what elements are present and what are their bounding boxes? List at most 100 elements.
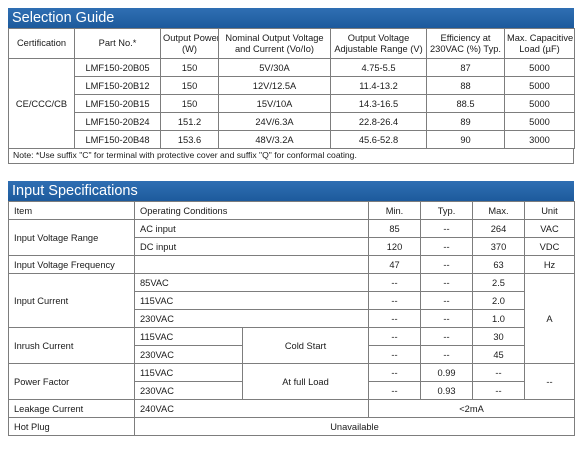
range-cell: 14.3-16.5	[330, 94, 427, 113]
typ-cell: --	[420, 219, 473, 238]
range-cell: 11.4-13.2	[330, 76, 427, 95]
typ-cell: --	[420, 237, 473, 256]
typ-cell: --	[420, 291, 473, 310]
power-cell: 150	[160, 94, 219, 113]
range-cell: 45.6-52.8	[330, 130, 427, 149]
typ-cell: 0.93	[420, 381, 473, 400]
header-capacitive-load: Max. Capacitive Load (µF)	[504, 28, 575, 59]
item-power-factor: Power Factor	[8, 363, 135, 400]
power-factor-subcondition: At full Load	[242, 363, 369, 400]
condition-cell	[134, 255, 369, 274]
typ-cell: --	[420, 309, 473, 328]
max-cell: 1.0	[472, 309, 525, 328]
selection-guide-title: Selection Guide	[8, 8, 574, 28]
min-cell: --	[368, 363, 421, 382]
min-cell: 47	[368, 255, 421, 274]
max-cell: 2.0	[472, 291, 525, 310]
leakage-value: <2mA	[368, 399, 575, 418]
nominal-cell: 24V/6.3A	[218, 112, 331, 131]
item-input-current: Input Current	[8, 273, 135, 328]
table-header-row: Certification Part No.* Output Power (W) …	[8, 28, 575, 59]
max-cell: 264	[472, 219, 525, 238]
min-cell: --	[368, 273, 421, 292]
part-no-cell: LMF150-20B05	[74, 58, 161, 77]
table-header-row: Item Operating Conditions Min. Typ. Max.…	[8, 201, 575, 220]
header-operating-conditions: Operating Conditions	[134, 201, 369, 220]
min-cell: --	[368, 327, 421, 346]
max-cell: --	[472, 363, 525, 382]
power-cell: 153.6	[160, 130, 219, 149]
part-no-cell: LMF150-20B24	[74, 112, 161, 131]
power-cell: 150	[160, 76, 219, 95]
condition-cell: 85VAC	[134, 273, 369, 292]
capacitive-cell: 5000	[504, 76, 575, 95]
nominal-cell: 12V/12.5A	[218, 76, 331, 95]
min-cell: --	[368, 291, 421, 310]
unit-cell: --	[524, 363, 575, 400]
typ-cell: --	[420, 327, 473, 346]
unit-cell: A	[524, 273, 575, 364]
efficiency-cell: 90	[426, 130, 505, 149]
max-cell: 63	[472, 255, 525, 274]
header-certification: Certification	[8, 28, 75, 59]
header-output-power: Output Power (W)	[160, 28, 219, 59]
item-input-voltage-range: Input Voltage Range	[8, 219, 135, 256]
header-typ: Typ.	[420, 201, 473, 220]
condition-cell: 230VAC	[134, 309, 369, 328]
table-row: 230VAC -- -- 45	[9, 345, 575, 364]
input-specifications-table: Item Operating Conditions Min. Typ. Max.…	[8, 201, 575, 436]
max-cell: --	[472, 381, 525, 400]
condition-cell: 240VAC	[134, 399, 369, 418]
header-max: Max.	[472, 201, 525, 220]
max-cell: 30	[472, 327, 525, 346]
header-nominal-output: Nominal Output Voltage and Current (Vo/Io…	[218, 28, 331, 59]
capacitive-cell: 3000	[504, 130, 575, 149]
condition-cell: AC input	[134, 219, 369, 238]
condition-cell: 230VAC	[134, 345, 243, 364]
efficiency-cell: 88.5	[426, 94, 505, 113]
unit-cell: VAC	[524, 219, 575, 238]
table-row: Inrush Current 115VAC Cold Start -- -- 3…	[8, 327, 575, 364]
table-row: Hot Plug Unavailable	[8, 417, 575, 436]
table-row: Leakage Current 240VAC <2mA	[8, 399, 575, 418]
table-row: Power Factor 115VAC At full Load -- 0.99…	[8, 363, 575, 400]
unit-cell: Hz	[524, 255, 575, 274]
min-cell: --	[368, 309, 421, 328]
inrush-subcondition: Cold Start	[242, 327, 369, 364]
table-row: DC input 120 -- 370 VDC	[9, 237, 575, 256]
nominal-cell: 5V/30A	[218, 58, 331, 77]
capacitive-cell: 5000	[504, 94, 575, 113]
capacitive-cell: 5000	[504, 112, 575, 131]
table-row: LMF150-20B12 150 12V/12.5A 11.4-13.2 88 …	[9, 76, 575, 95]
header-unit: Unit	[524, 201, 575, 220]
selection-note: Note: *Use suffix "C" for terminal with …	[8, 148, 574, 164]
certification-cell: CE/CCC/CB	[8, 58, 75, 149]
table-row: 230VAC -- 0.93 --	[9, 381, 575, 400]
part-no-cell: LMF150-20B12	[74, 76, 161, 95]
power-cell: 150	[160, 58, 219, 77]
min-cell: 120	[368, 237, 421, 256]
hot-plug-value: Unavailable	[134, 417, 575, 436]
table-row: LMF150-20B15 150 15V/10A 14.3-16.5 88.5 …	[9, 94, 575, 113]
nominal-cell: 48V/3.2A	[218, 130, 331, 149]
item-hot-plug: Hot Plug	[8, 417, 135, 436]
efficiency-cell: 87	[426, 58, 505, 77]
table-row: Input Current 85VAC -- -- 2.5 A	[8, 273, 575, 364]
header-adjustable-range: Output Voltage Adjustable Range (V)	[330, 28, 427, 59]
item-inrush-current: Inrush Current	[8, 327, 135, 364]
max-cell: 45	[472, 345, 525, 364]
part-no-cell: LMF150-20B48	[74, 130, 161, 149]
min-cell: --	[368, 381, 421, 400]
condition-cell: 115VAC	[134, 363, 243, 382]
table-row: LMF150-20B48 153.6 48V/3.2A 45.6-52.8 90…	[9, 130, 575, 149]
item-leakage-current: Leakage Current	[8, 399, 135, 418]
table-row: LMF150-20B24 151.2 24V/6.3A 22.8-26.4 89…	[9, 112, 575, 131]
power-cell: 151.2	[160, 112, 219, 131]
capacitive-cell: 5000	[504, 58, 575, 77]
header-min: Min.	[368, 201, 421, 220]
min-cell: 85	[368, 219, 421, 238]
header-efficiency: Efficiency at 230VAC (%) Typ.	[426, 28, 505, 59]
max-cell: 2.5	[472, 273, 525, 292]
header-part-no: Part No.*	[74, 28, 161, 59]
table-row: Input Voltage Frequency 47 -- 63 Hz	[8, 255, 575, 274]
